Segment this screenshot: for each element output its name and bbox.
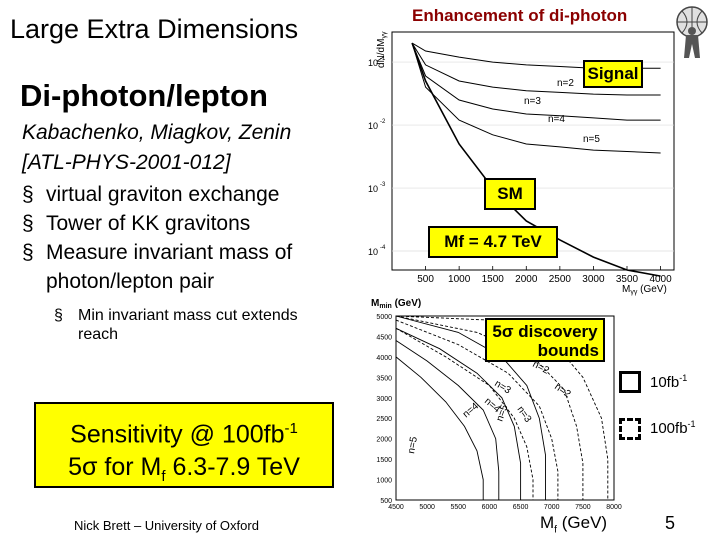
bottom-y-tick-label: 4000 <box>376 355 392 362</box>
top-series-n3 <box>411 42 661 96</box>
top-x-tick-label: 1000 <box>448 274 471 285</box>
bottom-x-tick-label: 7500 <box>575 504 591 511</box>
top-x-tick-label: 2500 <box>549 274 572 285</box>
discovery-label: 5σ discovery bounds <box>485 318 605 362</box>
top-curve-label-n4: n=4 <box>548 114 565 125</box>
top-curve-label-n3: n=3 <box>524 96 541 107</box>
top-plot-heading: Enhancement of di-photon <box>412 6 628 25</box>
sm-label: SM <box>484 178 536 210</box>
signal-label: Signal <box>583 60 643 88</box>
top-x-ticks: 500 1000 1500 2000 2500 3000 3500 4000 <box>417 266 672 285</box>
bottom-ylabel: Mmin (GeV) <box>371 298 421 310</box>
bottom-series-n-4-10fb-1- <box>395 340 500 500</box>
bottom-series-n-2-100fb-1- <box>395 315 609 500</box>
bottom-xlabel: Mf (GeV) <box>540 513 608 536</box>
top-y-tick-label: 10 <box>368 184 378 194</box>
authors: Kabachenko, Miagkov, Zenin <box>22 121 292 144</box>
top-y-ticks: 10-110-210-310-4 <box>368 56 386 257</box>
top-series-n5 <box>411 42 661 154</box>
top-x-tick-label: 500 <box>417 274 434 285</box>
bottom-y-ticks: 5000 4500 4000 3500 3000 2500 2000 1500 1000 500 <box>376 314 392 505</box>
atlas-logo-icon <box>676 6 708 58</box>
bottom-y-tick-label: 2500 <box>376 416 392 423</box>
top-y-tick-label: 10 <box>368 58 378 68</box>
bottom-y-tick-label: 1000 <box>376 478 392 485</box>
bottom-series-n-5-100fb-1- <box>395 327 534 500</box>
bullet-item: Tower of KK gravitons <box>22 209 376 238</box>
slide-subtitle: Di-photon/lepton <box>20 78 268 113</box>
bottom-series-n-3-100fb-1- <box>395 315 584 500</box>
top-y-tick-exp: -3 <box>380 182 386 188</box>
discovery-line-1: 5σ discovery <box>492 322 598 341</box>
sub-bullet: Min invariant mass cut extends reach <box>54 306 328 344</box>
bottom-y-tick-label: 3000 <box>376 396 392 403</box>
bottom-series-n-5-10fb-1- <box>395 356 484 500</box>
bottom-y-tick-label: 3500 <box>376 375 392 382</box>
bottom-series-n-3-10fb-1- <box>395 327 522 500</box>
reference: [ATL-PHYS-2001-012] <box>22 151 231 174</box>
sensitivity-box: Sensitivity @ 100fb-1 5σ for Mf 6.3-7.9 … <box>34 402 334 488</box>
bottom-x-tick-label: 8000 <box>606 504 622 511</box>
bottom-y-tick-label: 500 <box>380 498 392 505</box>
bottom-plot-curves <box>395 315 609 500</box>
bottom-x-tick-label: 4500 <box>388 504 404 511</box>
legend-dashed-icon <box>619 418 641 440</box>
top-ylabel: dN/dMγγ <box>376 31 388 68</box>
bottom-x-tick-label: 6000 <box>482 504 498 511</box>
top-y-tick-exp: -1 <box>380 56 386 62</box>
bottom-x-tick-label: 6500 <box>513 504 529 511</box>
mf-label: Mf = 4.7 TeV <box>428 226 558 258</box>
authors-block: Kabachenko, Miagkov, Zenin [ATL-PHYS-200… <box>22 118 291 178</box>
bottom-x-tick-label: 5000 <box>419 504 435 511</box>
sensitivity-line-1: Sensitivity @ 100fb-1 <box>70 420 298 449</box>
top-x-tick-label: 3000 <box>582 274 605 285</box>
top-series-sm <box>411 42 661 277</box>
top-curve-label-n5: n=5 <box>583 134 600 145</box>
discovery-line-2: bounds <box>537 341 599 360</box>
bottom-label-solid-n5: n=5 <box>406 435 420 454</box>
top-curve-label-n2: n=2 <box>557 78 574 89</box>
bullet-list: virtual graviton exchange Tower of KK gr… <box>22 180 376 296</box>
top-x-tick-label: 3500 <box>616 274 639 285</box>
bottom-y-tick-label: 1500 <box>376 457 392 464</box>
top-x-tick-label: 1500 <box>482 274 505 285</box>
bottom-x-tick-label: 7000 <box>544 504 560 511</box>
legend-solid-icon <box>619 371 641 393</box>
bullet-item: Measure invariant mass of photon/lepton … <box>22 238 376 296</box>
bottom-series-n-4-100fb-1- <box>395 319 559 500</box>
bottom-y-tick-label: 4500 <box>376 334 392 341</box>
bullet-item: virtual graviton exchange <box>22 180 376 209</box>
top-x-tick-label: 2000 <box>515 274 538 285</box>
slide-title: Large Extra Dimensions <box>10 14 299 44</box>
top-xlabel: Mγγ (GeV) <box>622 284 667 296</box>
top-y-tick-label: 10 <box>368 121 378 131</box>
bottom-y-tick-label: 2000 <box>376 437 392 444</box>
bottom-x-ticks: 4500 5000 5500 6000 6500 7000 7500 8000 <box>388 504 622 511</box>
top-series-n4 <box>411 42 661 121</box>
sensitivity-line-2: 5σ for Mf 6.3-7.9 TeV <box>68 453 300 486</box>
top-y-tick-label: 10 <box>368 247 378 257</box>
top-x-tick-label: 4000 <box>649 274 672 285</box>
bottom-y-tick-label: 5000 <box>376 314 392 321</box>
bottom-x-tick-label: 5500 <box>450 504 466 511</box>
top-y-tick-exp: -2 <box>380 119 386 125</box>
bottom-series-n-2-10fb-1- <box>395 315 546 500</box>
legend-solid-label: 10fb-1 <box>650 373 688 391</box>
footer-author: Nick Brett – University of Oxford <box>74 518 259 533</box>
legend-dashed-label: 100fb-1 <box>650 419 696 437</box>
top-y-tick-exp: -4 <box>380 245 386 251</box>
page-number: 5 <box>665 513 676 533</box>
